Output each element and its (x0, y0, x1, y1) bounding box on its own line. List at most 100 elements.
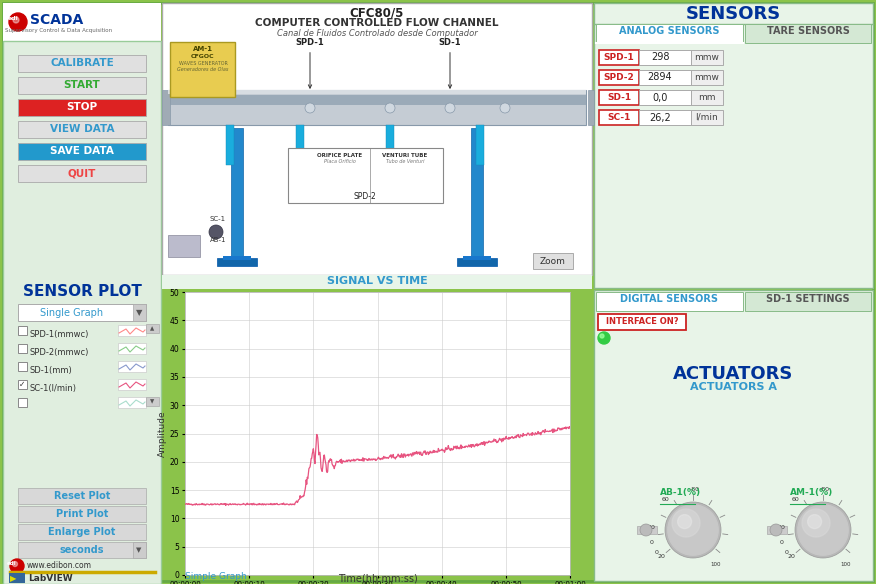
Bar (457, 258, 497, 266)
Text: seconds: seconds (60, 545, 104, 555)
Text: QUIT: QUIT (67, 169, 96, 179)
Text: SPD-1: SPD-1 (295, 38, 324, 88)
Bar (596, 24, 743, 43)
Text: SENSORS: SENSORS (685, 5, 781, 23)
Bar (226, 125, 234, 165)
Bar (691, 50, 723, 65)
Bar (18, 380, 27, 389)
Text: 298: 298 (651, 53, 669, 62)
Text: 0: 0 (780, 540, 784, 544)
Text: COMPUTER CONTROLLED FLOW CHANNEL: COMPUTER CONTROLLED FLOW CHANNEL (255, 18, 498, 28)
Text: SC-1: SC-1 (607, 113, 631, 122)
Bar (217, 258, 257, 266)
Bar (745, 24, 871, 43)
Text: WAVES GENERATOR: WAVES GENERATOR (179, 61, 228, 66)
Text: SCADA: SCADA (30, 13, 83, 27)
Bar (170, 42, 235, 97)
Text: SD-1 SETTINGS: SD-1 SETTINGS (766, 294, 850, 304)
Bar (18, 99, 146, 116)
Text: CFC80/5: CFC80/5 (350, 7, 404, 20)
Text: mmw: mmw (695, 73, 719, 82)
Text: LabVIEW: LabVIEW (28, 574, 73, 583)
Bar (18, 165, 146, 182)
Bar (599, 110, 639, 125)
Text: SC-1: SC-1 (210, 216, 226, 222)
Text: 0: 0 (784, 550, 788, 555)
Circle shape (640, 524, 652, 536)
Circle shape (12, 561, 18, 566)
Text: Single Graph: Single Graph (40, 308, 103, 318)
Bar (133, 542, 146, 558)
Circle shape (672, 509, 700, 537)
Circle shape (598, 332, 610, 344)
Bar (168, 95, 586, 105)
Text: 40: 40 (648, 524, 656, 530)
Text: 0: 0 (650, 540, 654, 544)
Bar (9, 573, 25, 583)
Circle shape (665, 502, 721, 558)
Text: Canal de Fluidos Controlado desde Computador: Canal de Fluidos Controlado desde Comput… (277, 29, 477, 38)
Text: edi: edi (7, 561, 17, 566)
Text: SPD-2(mmwc): SPD-2(mmwc) (30, 348, 89, 357)
Text: INTERFACE ON?: INTERFACE ON? (605, 318, 678, 326)
Text: CFGOC: CFGOC (191, 54, 215, 59)
Text: 2894: 2894 (647, 72, 672, 82)
Bar (599, 90, 639, 105)
Bar (639, 50, 691, 65)
Bar (18, 362, 27, 371)
Bar (463, 256, 491, 260)
Text: AB-1(%): AB-1(%) (660, 488, 701, 497)
Text: 20: 20 (788, 554, 795, 559)
Text: Time(hh:mm:ss): Time(hh:mm:ss) (337, 573, 417, 583)
Circle shape (808, 515, 822, 529)
Bar (767, 526, 787, 534)
Text: SC-1(l/min): SC-1(l/min) (30, 384, 77, 393)
Bar (3, 41, 161, 584)
Circle shape (305, 103, 315, 113)
Bar (223, 256, 251, 260)
Text: AB-1: AB-1 (210, 237, 227, 243)
Text: SD-1: SD-1 (607, 93, 631, 102)
Bar (168, 90, 586, 125)
Text: ✓: ✓ (19, 380, 25, 389)
Text: Zoom: Zoom (540, 256, 566, 266)
Circle shape (798, 505, 848, 555)
Bar (471, 128, 483, 263)
Bar (18, 121, 146, 138)
Text: Generadores de Olas: Generadores de Olas (177, 67, 229, 72)
Text: 0,0: 0,0 (653, 92, 668, 103)
Circle shape (13, 17, 19, 23)
Text: TARE SENSORS: TARE SENSORS (766, 26, 850, 36)
Bar (231, 128, 243, 263)
Text: -80: -80 (689, 486, 699, 492)
Y-axis label: Amplitude: Amplitude (158, 410, 167, 457)
Text: Reset Plot: Reset Plot (53, 491, 110, 501)
Bar (133, 304, 146, 321)
Bar (18, 524, 146, 540)
Bar (594, 290, 873, 581)
Text: 60: 60 (661, 497, 669, 502)
Circle shape (678, 515, 691, 529)
Circle shape (795, 502, 851, 558)
Bar (599, 50, 639, 65)
Circle shape (668, 505, 718, 555)
Text: VENTURI TUBE: VENTURI TUBE (383, 153, 427, 158)
Text: Simple Graph: Simple Graph (185, 572, 247, 581)
Text: ▼: ▼ (137, 547, 142, 553)
Bar (18, 55, 146, 72)
Circle shape (770, 524, 782, 536)
Text: l/min: l/min (696, 113, 718, 122)
Text: 60: 60 (792, 497, 800, 502)
Bar (118, 343, 146, 354)
Text: ANALOG SENSORS: ANALOG SENSORS (618, 26, 719, 36)
Text: 20: 20 (658, 554, 666, 559)
Circle shape (385, 103, 395, 113)
Bar (691, 90, 723, 105)
Bar (639, 70, 691, 85)
Text: AM-1: AM-1 (193, 46, 213, 52)
Text: Enlarge Plot: Enlarge Plot (48, 527, 116, 537)
Bar (162, 3, 592, 275)
Bar (18, 506, 146, 522)
Text: SPD-2: SPD-2 (354, 192, 377, 201)
Bar (18, 344, 27, 353)
